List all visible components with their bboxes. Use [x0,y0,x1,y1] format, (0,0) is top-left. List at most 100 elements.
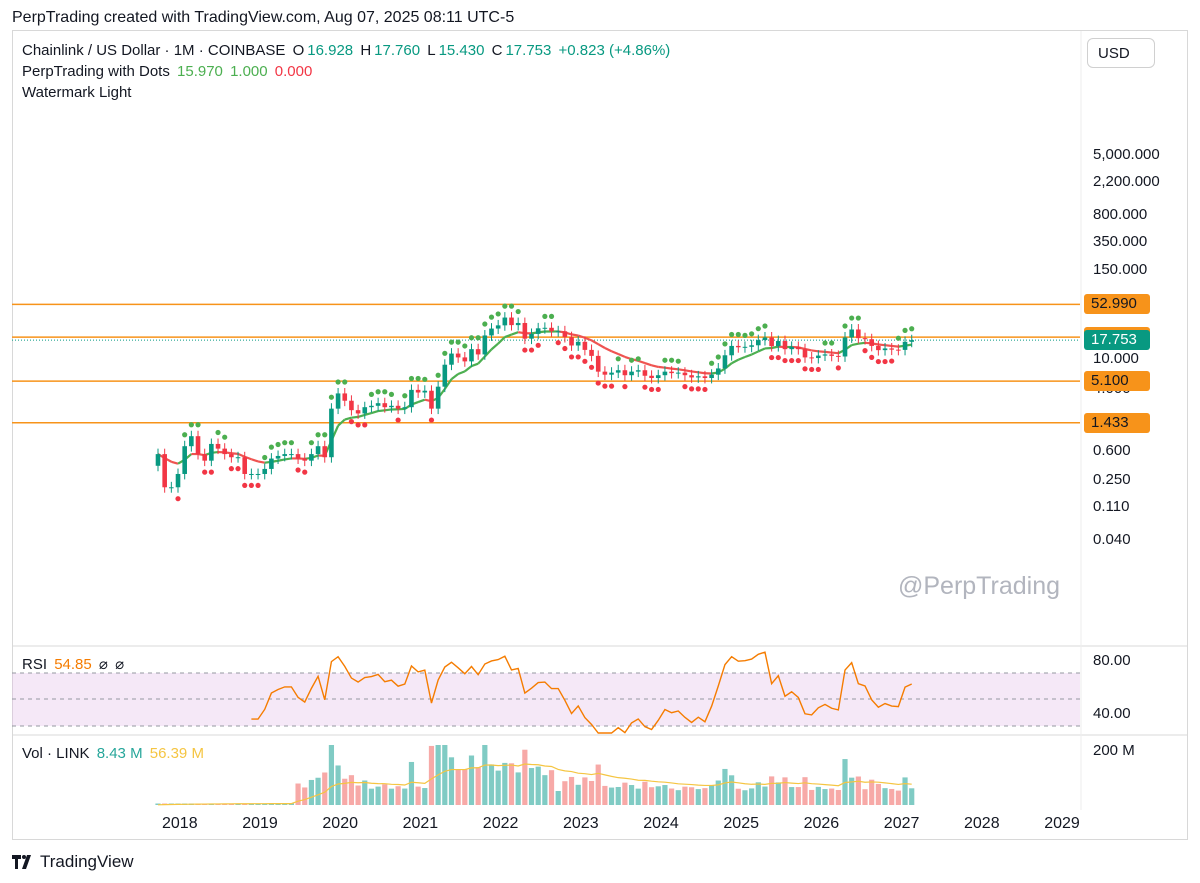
signal-dot [822,340,828,346]
candle-body [609,372,614,375]
signal-dot [582,358,588,364]
volume-bar [622,782,628,805]
candle-body [415,389,421,393]
signal-dot [662,357,668,363]
x-axis-tick: 2019 [242,815,278,832]
candle-body [475,349,481,355]
volume-tick-200m: 200 M [1093,742,1135,759]
currency-button[interactable]: USD [1087,38,1155,68]
volume-bar [315,777,321,805]
candle-body [856,329,861,339]
trend-ma-segment [751,350,759,356]
signal-dot [322,432,328,438]
trend-ma-segment [457,370,466,376]
volume-bar [729,775,735,805]
candle-body [269,458,274,469]
x-axis-tick: 2029 [1044,815,1080,832]
volume-bar [295,783,301,805]
candle-body [529,333,534,339]
candle-body [342,393,348,401]
volume-bar [795,787,801,805]
volume-bar [288,803,294,805]
volume-bar [802,777,808,805]
signal-dot [909,326,915,332]
trend-ma-segment [577,334,586,339]
candle-body [909,340,915,342]
volume-bar [542,775,548,805]
candle-body [595,355,601,372]
signal-dot [642,384,648,390]
signal-dot [462,343,468,349]
volume-bar [702,788,708,805]
volume-bar [909,788,915,805]
x-axis-tick: 2021 [402,815,439,832]
candle-body [349,400,354,411]
candle-body [215,443,221,449]
signal-dot [308,440,315,446]
rsi-tick-40: 40.00 [1093,705,1131,722]
candle-body [602,371,608,375]
signal-dot [202,469,208,475]
volume-bar [769,776,775,805]
candle-body [889,348,894,350]
rsi-tick-80: 80.00 [1093,652,1131,669]
candle-body [369,405,374,408]
rsi-label[interactable]: RSI [22,656,48,673]
candle-body [489,328,494,336]
volume-bar [648,787,655,805]
volume-bar [422,788,428,805]
signal-dot [508,303,515,309]
candle-body [329,408,334,458]
rsi-line [251,651,913,734]
trend-ma-segment [450,373,459,381]
candle-body [335,393,341,409]
signal-dot [575,354,581,360]
signal-dot [395,417,401,423]
candle-body [622,370,628,376]
symbol-label[interactable]: Chainlink / US Dollar · 1M · COINBASE [22,42,286,59]
signal-dot [755,326,761,332]
candle-body [735,345,741,348]
candle-body [182,446,187,474]
volume-label[interactable]: Vol · LINK [22,745,90,762]
volume-bar [482,745,488,805]
x-axis-tick: 2027 [883,815,920,832]
volume-bar [849,777,855,805]
candle-body [502,317,508,326]
trend-ma-segment [771,345,779,350]
candle-body [375,403,381,406]
volume-bar [402,788,408,805]
y-axis-tick: 0.110 [1093,497,1130,515]
trend-ma-segment [878,343,886,347]
candle-body [896,349,901,351]
trend-ma-segment [171,460,179,465]
trend-ma-segment [417,398,426,404]
volume-ma-line [157,763,912,806]
candle-body [782,341,788,350]
candle-body [229,454,234,458]
trend-ma-segment [691,370,699,374]
trend-ma-segment [891,344,899,348]
volume-bar [495,770,501,805]
volume-bar [548,770,555,805]
signal-dot [548,313,555,319]
candle-body [569,337,574,346]
indicator-name[interactable]: PerpTrading with Dots [22,63,170,80]
signal-dot [602,383,608,389]
signal-dot [862,348,868,354]
volume-bar [682,786,688,805]
volume-bar [388,788,395,805]
candle-body [776,341,781,347]
x-axis-tick: 2025 [723,815,759,832]
signal-dot [762,323,768,329]
watermark-indicator-name[interactable]: Watermark Light [22,84,132,101]
volume-bar [362,780,368,805]
trend-ma-segment [824,350,832,354]
volume-bar [875,783,881,805]
x-axis-tick: 2022 [482,815,519,832]
candle-body [582,341,588,350]
signal-dot [902,327,908,333]
candle-body [589,349,594,356]
tradingview-logo[interactable]: TradingView [12,852,134,872]
